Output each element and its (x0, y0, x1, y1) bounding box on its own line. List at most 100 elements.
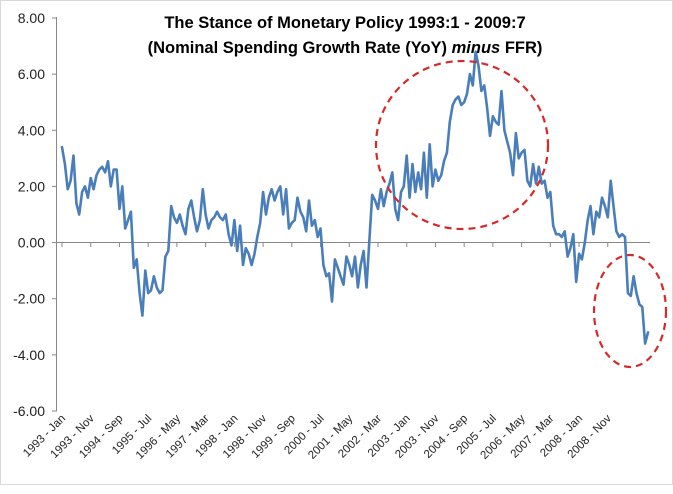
trough-highlight-circle (592, 253, 668, 369)
data-point (400, 191, 402, 193)
data-point (196, 230, 198, 233)
data-point (604, 205, 606, 208)
title-line2-italic: minus (452, 39, 501, 57)
data-point (589, 205, 592, 208)
data-point (569, 247, 572, 250)
data-point (420, 188, 422, 191)
data-point (618, 236, 621, 238)
data-point (446, 151, 448, 154)
data-point (224, 213, 227, 216)
data-point (555, 233, 557, 236)
data-point (509, 151, 511, 154)
data-point (609, 179, 612, 182)
data-point (423, 151, 425, 154)
data-point (428, 143, 431, 146)
data-point (132, 266, 135, 269)
data-point (325, 275, 328, 278)
data-point (109, 185, 112, 188)
data-point (517, 157, 520, 160)
data-point (75, 202, 78, 205)
data-point (474, 50, 477, 53)
data-point (526, 179, 529, 182)
data-point (397, 219, 399, 222)
data-point (334, 258, 336, 261)
data-point (107, 160, 109, 163)
data-point (239, 224, 242, 227)
data-point (572, 233, 575, 236)
data-point (601, 196, 603, 199)
data-point (583, 241, 586, 244)
data-point (87, 196, 89, 199)
data-point (354, 255, 356, 258)
data-point (78, 213, 81, 216)
data-point (417, 171, 420, 174)
series-points (61, 50, 649, 345)
data-point (483, 84, 486, 87)
data-point (377, 208, 379, 210)
data-point (104, 171, 106, 174)
data-point (382, 205, 385, 208)
data-point (173, 216, 175, 219)
data-point (454, 98, 457, 101)
data-point (566, 255, 569, 258)
data-point (290, 222, 293, 224)
data-point (365, 286, 368, 289)
data-point (615, 230, 618, 233)
data-point (552, 224, 555, 227)
y-tick-label: -6.00 (13, 403, 45, 419)
data-point (282, 213, 285, 216)
data-point (311, 224, 313, 227)
data-point (351, 275, 353, 278)
data-point (213, 216, 216, 219)
data-point (299, 210, 302, 213)
data-point (244, 247, 247, 250)
data-point (408, 196, 411, 199)
data-point (296, 196, 299, 199)
data-point (158, 292, 161, 294)
data-point (469, 73, 471, 75)
data-point (348, 264, 351, 266)
data-point (440, 174, 443, 177)
data-point (575, 281, 578, 283)
data-point (247, 252, 250, 255)
data-point (61, 146, 63, 149)
data-point (167, 250, 170, 252)
data-point (371, 193, 374, 196)
data-point (540, 182, 543, 185)
data-point (92, 188, 95, 191)
data-point (520, 151, 523, 154)
data-point (256, 236, 259, 238)
data-point (279, 185, 282, 188)
data-point (285, 188, 287, 191)
data-point (150, 289, 152, 292)
data-point (201, 188, 204, 191)
data-point (443, 160, 445, 163)
data-point (230, 244, 233, 247)
y-tick-label: 8.00 (18, 10, 45, 26)
data-point (497, 123, 500, 126)
data-point (506, 140, 509, 143)
data-point (190, 199, 193, 202)
data-point (477, 64, 480, 67)
data-point (95, 174, 98, 177)
data-point (448, 121, 451, 123)
data-point (302, 216, 305, 219)
data-point (336, 266, 339, 269)
data-point (425, 196, 428, 199)
data-point (451, 104, 454, 106)
data-point (586, 219, 589, 222)
data-point (638, 303, 641, 306)
data-point (233, 219, 236, 222)
data-point (437, 179, 440, 182)
chart-title-line1: The Stance of Monetary Policy 1993:1 - 2… (164, 14, 525, 32)
data-point (394, 208, 397, 210)
data-point (537, 165, 540, 168)
data-point (380, 188, 382, 191)
data-point (193, 216, 196, 219)
data-point (178, 213, 181, 216)
data-point (308, 199, 310, 202)
data-point (529, 185, 532, 188)
data-point (560, 236, 563, 238)
y-tick-label: 2.00 (18, 178, 45, 194)
data-point (144, 269, 147, 272)
